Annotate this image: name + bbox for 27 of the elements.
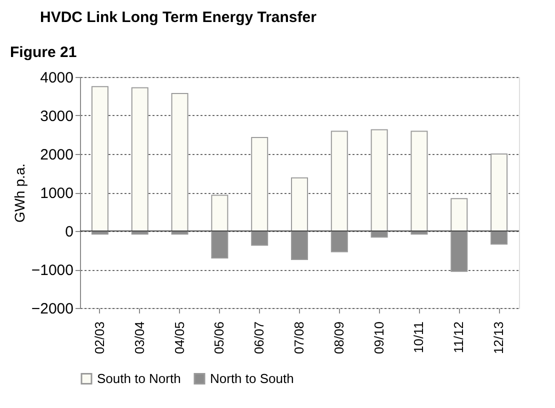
bar: [410, 130, 428, 232]
bar: [91, 86, 108, 232]
y-tick-label: 1000: [40, 185, 74, 202]
x-tick-label: 10/11: [411, 322, 426, 354]
chart-title: HVDC Link Long Term Energy Transfer: [40, 9, 317, 26]
bar: [171, 93, 188, 232]
x-tick-label: 08/09: [331, 322, 346, 354]
x-tick-label: 12/13: [491, 322, 506, 354]
x-tick-label: 09/10: [371, 322, 386, 354]
y-tick-label: −1000: [31, 262, 74, 279]
y-tick-label: 4000: [40, 70, 74, 86]
legend-label: North to South: [210, 370, 294, 386]
x-tick-label: 07/08: [292, 322, 306, 354]
x-tick-label: 11/12: [451, 322, 466, 354]
y-tick-label: −2000: [31, 300, 74, 318]
x-tick-label: 05/06: [212, 322, 227, 354]
legend-label: South to North: [97, 370, 181, 386]
x-tick-label: 06/07: [252, 322, 267, 354]
x-tick-label: 03/04: [132, 322, 147, 354]
x-tick-label: 04/05: [172, 322, 187, 354]
y-axis-title: GWh p.a.: [11, 163, 28, 223]
y-tick-label: 2000: [40, 146, 74, 164]
caption: Figure 21: [10, 44, 77, 61]
y-tick-label: 0: [65, 224, 74, 240]
x-tick-label: 02/03: [92, 322, 107, 354]
bar: [131, 87, 148, 232]
y-tick-label: 3000: [40, 108, 74, 125]
